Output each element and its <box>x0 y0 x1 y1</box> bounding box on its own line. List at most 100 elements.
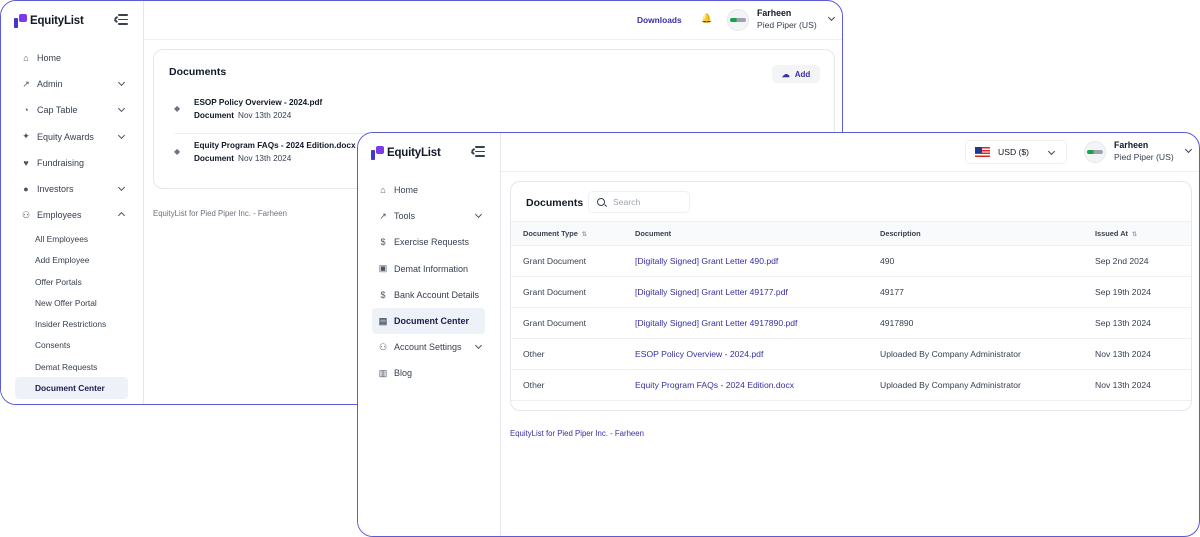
cell-issued-at: Sep 19th 2024 <box>1083 276 1191 308</box>
sidebar: EquityList ⌂ Home ↗ Admin ◔ Cap Table ✦ Equity … <box>1 1 144 404</box>
table-row: Grant Document [Digitally Signed] Grant L… <box>511 245 1191 277</box>
document-item[interactable]: ◆ ESOP Policy Overview - 2024.pdf Document… <box>174 94 814 134</box>
chevron-up-icon <box>117 212 126 220</box>
sidebar-subitem-demat-requests[interactable]: Demat Requests <box>35 361 98 372</box>
bell-icon[interactable]: 🔔 <box>701 13 713 23</box>
chevron-down-icon <box>1047 147 1056 156</box>
sidebar-item-label: Cap Table <box>37 105 78 116</box>
user-menu[interactable]: Farheen Pied Piper (US) <box>727 8 835 31</box>
sidebar-subitem-document-center[interactable]: Document Center <box>15 377 128 399</box>
sidebar-item-label: Admin <box>37 79 63 90</box>
chevron-down-icon <box>1184 145 1192 154</box>
documents-table-wrap: Document Type ⇅ Document Description Issued … <box>511 221 1191 401</box>
chart-icon: ↗ <box>22 78 30 89</box>
logo: EquityList <box>371 144 441 162</box>
sidebar-item-employees[interactable]: ⚇ Employees <box>15 202 128 228</box>
sidebar-subitem-offer-portals[interactable]: Offer Portals <box>35 276 82 287</box>
cell-issued-at: Nov 13th 2024 <box>1083 338 1191 370</box>
user-name: Farheen <box>757 8 792 18</box>
column-header-document-type[interactable]: Document Type ⇅ <box>511 221 623 246</box>
collapse-sidebar-icon[interactable] <box>113 14 128 25</box>
avatar <box>1084 140 1106 163</box>
sidebar-item-label: Investors <box>37 184 74 195</box>
sidebar-item-label: Document Center <box>394 316 470 327</box>
document-name[interactable]: ESOP Policy Overview - 2024.pdf <box>194 98 323 107</box>
sidebar-item-tools[interactable]: ↗ Tools <box>372 203 485 229</box>
cell-document-link[interactable]: Equity Program FAQs - 2024 Edition.docx <box>623 369 868 401</box>
sidebar-item-exercise-requests[interactable]: $ Exercise Requests <box>372 229 485 255</box>
paperclip-icon: ◆ <box>174 104 181 113</box>
sidebar-item-label: Exercise Requests <box>394 237 470 248</box>
sidebar-item-admin[interactable]: ↗ Admin <box>15 71 128 97</box>
cell-document-type: Grant Document <box>511 245 623 277</box>
sidebar-item-label: Account Settings <box>394 342 462 353</box>
logo-icon <box>371 146 384 160</box>
cell-document-link[interactable]: ESOP Policy Overview - 2024.pdf <box>623 338 868 370</box>
chevron-down-icon <box>117 131 126 139</box>
chevron-down-icon <box>827 13 835 22</box>
sidebar-item-equity-awards[interactable]: ✦ Equity Awards <box>15 124 128 150</box>
user-menu[interactable]: Farheen Pied Piper (US) <box>1084 140 1192 163</box>
document-item[interactable]: ◆ Equity Program FAQs - 2024 Edition.docx… <box>174 137 814 177</box>
document-name[interactable]: Equity Program FAQs - 2024 Edition.docx <box>194 141 356 150</box>
cell-document-type: Grant Document <box>511 307 623 339</box>
table-row: Grant Document [Digitally Signed] Grant L… <box>511 276 1191 308</box>
user-org: Pied Piper (US) <box>1114 152 1174 162</box>
home-icon: ⌂ <box>23 53 29 64</box>
sidebar-subitem-new-offer-portal[interactable]: New Offer Portal <box>35 297 97 308</box>
sidebar-item-home[interactable]: ⌂ Home <box>372 177 485 203</box>
cell-issued-at: Nov 13th 2024 <box>1083 369 1191 401</box>
documents-card: Documents Search Document Type ⇅ Document D… <box>510 181 1192 411</box>
sidebar-item-cap-table[interactable]: ◔ Cap Table <box>15 97 128 123</box>
document-date: Nov 13th 2024 <box>238 111 292 120</box>
topbar: USD ($) Farheen Pied Piper (US) <box>501 133 1199 172</box>
sort-icon[interactable]: ⇅ <box>581 231 587 238</box>
column-header-document: Document <box>623 221 868 246</box>
cell-issued-at: Sep 2nd 2024 <box>1083 245 1191 277</box>
sidebar-item-label: Tools <box>394 211 416 222</box>
footer-text: EquityList for Pied Piper Inc. - Farheen <box>510 429 644 438</box>
downloads-link[interactable]: Downloads <box>637 15 682 25</box>
sidebar-item-home[interactable]: ⌂ Home <box>15 45 128 71</box>
sidebar-item-blog[interactable]: ▥ Blog <box>372 360 485 386</box>
sort-icon[interactable]: ⇅ <box>1132 231 1138 238</box>
column-header-issued-at[interactable]: Issued At ⇅ <box>1083 221 1191 246</box>
sidebar-subitem-all-employees[interactable]: All Employees <box>35 233 89 244</box>
sidebar-item-document-center[interactable]: ▤ Document Center <box>372 307 485 335</box>
cell-document-type: Grant Document <box>511 276 623 308</box>
handshake-icon: ♥ <box>23 157 29 168</box>
column-header-description: Description <box>868 221 1083 246</box>
cell-issued-at: Sep 13th 2024 <box>1083 307 1191 339</box>
cell-description: Uploaded By Company Administrator <box>868 338 1083 370</box>
chevron-down-icon <box>117 105 126 113</box>
sidebar-item-account-settings[interactable]: ⚇ Account Settings <box>372 334 485 360</box>
sidebar-item-investors[interactable]: ● Investors <box>15 176 128 202</box>
pie-chart-icon: ◔ <box>23 105 29 116</box>
user-org: Pied Piper (US) <box>757 20 817 30</box>
cell-description: Uploaded By Company Administrator <box>868 369 1083 401</box>
us-flag-icon <box>975 147 990 157</box>
sidebar-subitem-insider-restrictions[interactable]: Insider Restrictions <box>35 319 107 330</box>
search-input[interactable]: Search <box>588 191 690 213</box>
document-type: Document <box>194 154 235 163</box>
cell-document-link[interactable]: [Digitally Signed] Grant Letter 49177.pd… <box>623 276 868 308</box>
collapse-sidebar-icon[interactable] <box>470 146 485 157</box>
documents-title: Documents <box>169 66 227 78</box>
sidebar-subitem-consents[interactable]: Consents <box>35 340 71 351</box>
sidebar-subitem-add-employee[interactable]: Add Employee <box>35 255 90 266</box>
sidebar-item-label: Demat Information <box>394 263 469 274</box>
sidebar-item-demat-information[interactable]: ▣ Demat Information <box>372 256 485 282</box>
cell-document-link[interactable]: [Digitally Signed] Grant Letter 490.pdf <box>623 245 868 277</box>
cell-document-type: Other <box>511 369 623 401</box>
sidebar-item-bank-account-details[interactable]: $ Bank Account Details <box>372 282 485 308</box>
table-header-row: Document Type ⇅ Document Description Issued … <box>511 221 1191 246</box>
sidebar-item-label: Employees <box>37 210 82 221</box>
sidebar-item-fundraising[interactable]: ♥ Fundraising <box>15 150 128 176</box>
table-row: Grant Document [Digitally Signed] Grant L… <box>511 307 1191 339</box>
cell-document-link[interactable]: [Digitally Signed] Grant Letter 4917890.… <box>623 307 868 339</box>
chevron-down-icon <box>117 183 126 191</box>
paperclip-icon: ◆ <box>174 147 181 156</box>
currency-selector[interactable]: USD ($) <box>965 140 1067 164</box>
add-button[interactable]: ☁ Add <box>772 65 820 83</box>
document-type: Document <box>194 111 235 120</box>
